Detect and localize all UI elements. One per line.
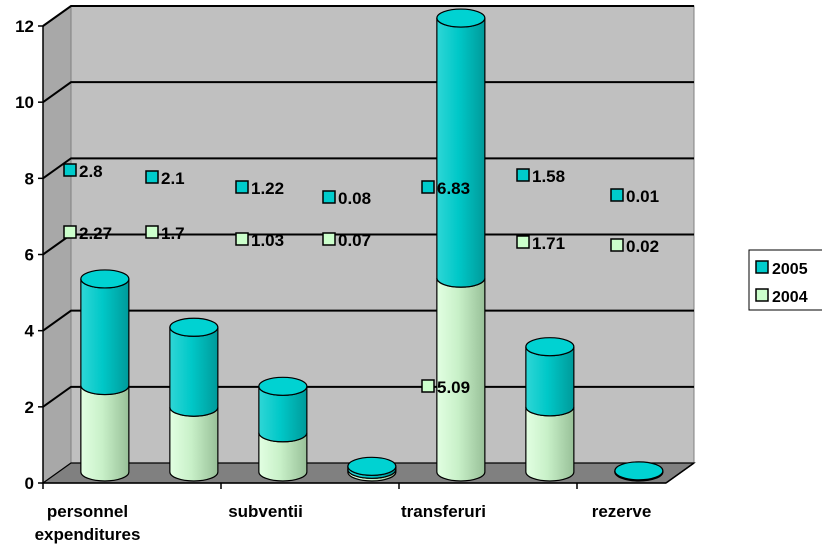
legend: 2005 2004: [748, 249, 822, 311]
data-label-2005: 2.8: [79, 162, 103, 181]
gridline: [42, 157, 694, 180]
data-label-marker-2005: [421, 180, 435, 194]
data-label-2004: 5.09: [437, 378, 470, 397]
data-label-2004: 1.03: [251, 231, 284, 250]
bar-2005-body: [80, 278, 130, 396]
data-label-marker-2005: [610, 188, 624, 202]
data-label-2004: 2.27: [79, 224, 112, 243]
y-tick-label: 0: [25, 474, 34, 493]
legend-label-2004: 2004: [772, 289, 808, 306]
gridline: [42, 5, 694, 27]
bar-2005-top: [80, 269, 130, 289]
bar-2005-body: [525, 346, 575, 417]
bar-2005-top: [614, 461, 664, 481]
data-label-2004: 1.7: [161, 224, 185, 243]
legend-label-2005: 2005: [772, 261, 808, 278]
data-label-marker-2004: [322, 232, 336, 246]
data-label-marker-2004: [145, 225, 159, 239]
y-tick-label: 4: [25, 322, 35, 341]
bar-2005-top: [436, 8, 486, 28]
x-category-label: personnel: [47, 502, 128, 521]
floor-edge: [665, 462, 695, 484]
data-label-marker-2005: [63, 163, 77, 177]
bar-2005-body: [169, 327, 219, 417]
y-tick-label: 8: [25, 169, 34, 188]
data-label-marker-2005: [322, 190, 336, 204]
data-label-marker-2004: [421, 379, 435, 393]
gridlines: [42, 5, 694, 408]
gridline: [42, 385, 694, 408]
x-category-label: subventii: [228, 502, 303, 521]
data-label-2005: 0.08: [338, 189, 371, 208]
y-tick-label: 2: [25, 398, 34, 417]
data-label-2005: 0.01: [626, 187, 659, 206]
bar-2005-top: [347, 456, 397, 476]
legend-swatch-2004: [755, 288, 769, 302]
bar-2005-top: [258, 376, 308, 396]
bar-2005-body: [436, 17, 486, 288]
data-label-marker-2004: [516, 235, 530, 249]
x-category-label: transferuri: [401, 502, 486, 521]
bar-2004-body: [525, 406, 575, 482]
data-label-2005: 6.83: [437, 179, 470, 198]
data-label-marker-2004: [63, 225, 77, 239]
bar-2005-top: [169, 317, 219, 337]
data-label-marker-2004: [610, 238, 624, 252]
data-label-marker-2004: [235, 232, 249, 246]
gridline: [42, 81, 694, 103]
data-label-2005: 1.58: [532, 167, 565, 186]
y-tick-label: 10: [15, 93, 34, 112]
data-labels: 2.27 1.7 1.03 0.07 5.09 1.71 0.02 2.8 2.1 1.22 0.0…: [63, 162, 659, 397]
legend-swatch-2005: [755, 260, 769, 274]
bar-2004-body: [169, 407, 219, 482]
x-category-label: rezerve: [592, 502, 652, 521]
y-tick-label: 6: [25, 246, 34, 265]
bar-2005-top: [525, 337, 575, 357]
axes: 0 2 4 6 8 10 12 personnel expenditures subventii t…: [15, 17, 695, 544]
data-label-2004: 1.71: [532, 234, 565, 253]
data-label-2005: 1.22: [251, 179, 284, 198]
y-tick-label: 12: [15, 17, 34, 36]
x-category-label: expenditures: [35, 525, 141, 544]
data-label-2004: 0.07: [338, 231, 371, 250]
gridline: [42, 309, 694, 332]
bar-2004-body: [80, 385, 130, 482]
data-label-2004: 0.02: [626, 237, 659, 256]
bars: [80, 8, 664, 482]
data-label-marker-2005: [235, 180, 249, 194]
data-label-marker-2005: [145, 170, 159, 184]
data-label-marker-2005: [516, 168, 530, 182]
data-label-2005: 2.1: [161, 169, 185, 188]
